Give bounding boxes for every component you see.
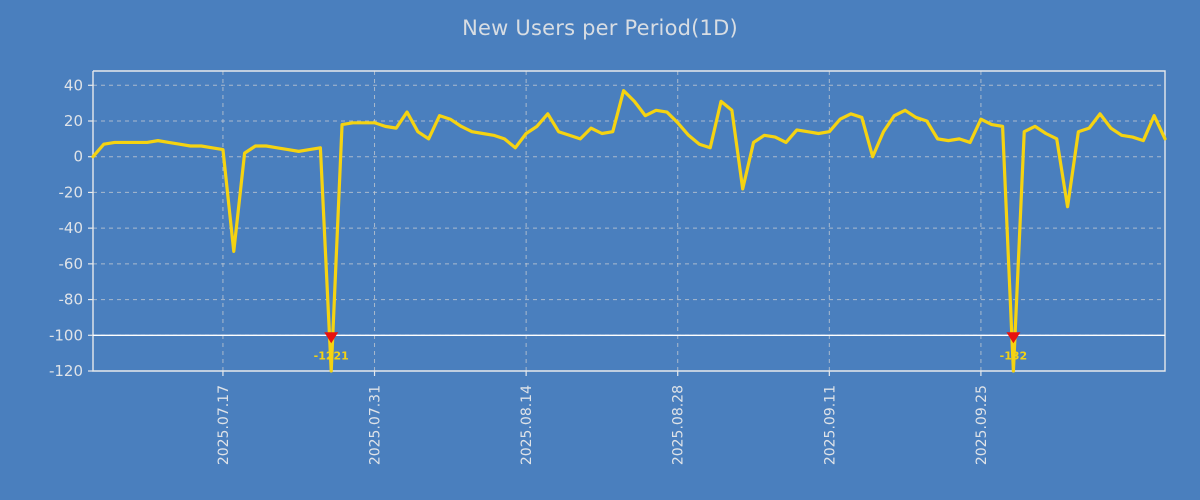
chart-title: New Users per Period(1D) xyxy=(462,16,738,40)
axis-frame xyxy=(92,70,1166,372)
y-axis-tick-label: -120 xyxy=(49,362,83,380)
annotation-value-label: -132 xyxy=(1000,349,1028,362)
y-axis-tick-label: 0 xyxy=(73,148,83,166)
y-axis-tick-label: 40 xyxy=(64,76,83,94)
annotation-value-label: -1221 xyxy=(314,349,349,362)
y-axis-tick-label: -40 xyxy=(59,219,84,237)
y-axis-tick-label: -100 xyxy=(49,326,83,344)
x-axis-tick-label: 2025.09.25 xyxy=(974,385,990,465)
annotation-marker-triangle xyxy=(1006,332,1021,344)
x-axis-tick-label: 2025.09.11 xyxy=(822,385,838,465)
annotation-marker-triangle xyxy=(324,332,339,344)
y-axis-tick-label: -80 xyxy=(59,291,84,309)
x-axis-tick-label: 2025.08.14 xyxy=(519,385,535,465)
x-axis-tick-label: 2025.08.28 xyxy=(671,385,687,465)
y-axis-tick-label: -20 xyxy=(59,183,84,201)
y-axis-tick-label: 20 xyxy=(64,112,83,130)
x-axis-tick-label: 2025.07.31 xyxy=(368,385,384,465)
y-axis-tick-label: -60 xyxy=(59,255,84,273)
data-series-line xyxy=(91,89,1167,373)
x-axis-tick-label: 2025.07.17 xyxy=(216,385,232,465)
